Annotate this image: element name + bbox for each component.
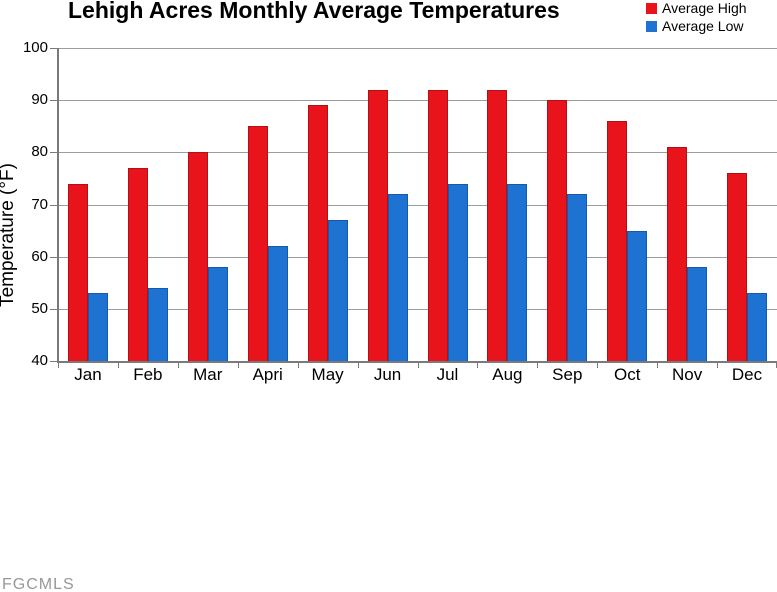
chart-legend: Average High Average Low xyxy=(646,0,747,36)
bar-low-nov xyxy=(687,267,708,361)
x-axis-tick-0 xyxy=(58,361,59,368)
bar-low-aug xyxy=(507,183,528,361)
bar-low-jul xyxy=(447,183,468,361)
x-axis-tick-7 xyxy=(477,361,479,368)
y-axis-tick-60 xyxy=(50,256,58,258)
y-tick-label-40: 40 xyxy=(31,352,48,369)
x-axis-tick-8 xyxy=(537,361,539,368)
bar-high-mar xyxy=(187,152,208,361)
x-tick-label-jul: Jul xyxy=(436,365,459,384)
bar-high-sep xyxy=(547,100,568,361)
y-tick-label-50: 50 xyxy=(31,299,48,317)
x-axis-tick-9 xyxy=(597,361,599,368)
gridline-100 xyxy=(58,48,777,49)
y-axis-tick-50 xyxy=(50,308,58,310)
bar-high-jun xyxy=(367,89,388,361)
gridline-60 xyxy=(58,256,777,258)
x-tick-label-oct: Oct xyxy=(613,365,641,384)
x-axis-tick-4 xyxy=(297,361,299,368)
bar-low-dec xyxy=(747,293,768,361)
y-tick-label-80: 80 xyxy=(31,143,48,161)
chart-title: Lehigh Acres Monthly Average Temperature… xyxy=(68,0,560,23)
gridline-70 xyxy=(58,204,777,206)
legend-item-average-low: Average Low xyxy=(646,18,747,35)
y-axis-tick-100 xyxy=(50,48,58,49)
bar-low-apri xyxy=(267,246,288,361)
bar-high-apri xyxy=(247,126,268,361)
y-axis-tick-70 xyxy=(50,204,58,206)
x-tick-label-dec: Dec xyxy=(731,365,763,384)
legend-label-average-low: Average Low xyxy=(662,18,744,34)
x-tick-label-aug: Aug xyxy=(492,365,523,384)
bar-high-feb xyxy=(127,167,148,361)
bar-low-mar xyxy=(207,267,228,361)
average-high-swatch-icon xyxy=(646,3,657,14)
x-axis-tick-3 xyxy=(237,361,239,368)
bar-high-nov xyxy=(667,147,688,361)
y-axis-tick-80 xyxy=(50,152,58,154)
gridline-90 xyxy=(58,100,777,102)
bar-high-may xyxy=(307,105,328,361)
y-tick-label-70: 70 xyxy=(31,195,48,213)
x-tick-label-may: May xyxy=(311,365,344,384)
x-tick-label-jun: Jun xyxy=(373,365,402,384)
bar-high-aug xyxy=(487,89,508,361)
gridline-80 xyxy=(58,152,777,154)
bar-high-dec xyxy=(727,173,748,361)
y-axis-tick-90 xyxy=(50,100,58,102)
y-tick-label-60: 60 xyxy=(31,247,48,265)
y-axis-line xyxy=(57,48,59,361)
y-axis-tick-40 xyxy=(50,361,58,362)
bar-low-oct xyxy=(627,230,648,361)
watermark: FGCMLS xyxy=(2,576,75,592)
legend-label-average-high: Average High xyxy=(662,0,747,16)
bar-low-jun xyxy=(387,194,408,361)
x-tick-label-nov: Nov xyxy=(671,365,703,384)
x-axis-tick-11 xyxy=(717,361,719,368)
x-axis-tick-6 xyxy=(417,361,419,368)
bar-low-sep xyxy=(567,194,588,361)
y-tick-label-90: 90 xyxy=(31,91,48,109)
x-tick-label-jan: Jan xyxy=(74,365,102,384)
x-tick-label-feb: Feb xyxy=(133,365,163,384)
y-axis-title: Temperature (°F) xyxy=(0,163,18,307)
x-axis-tick-5 xyxy=(357,361,359,368)
x-tick-label-apri: Apri xyxy=(252,365,283,384)
x-axis-tick-2 xyxy=(177,361,179,368)
x-axis-tick-10 xyxy=(657,361,659,368)
y-tick-label-100: 100 xyxy=(22,39,48,56)
x-axis-line xyxy=(57,361,777,363)
bar-high-jan xyxy=(68,183,88,361)
bar-low-feb xyxy=(147,287,168,361)
bar-low-may xyxy=(327,220,348,361)
bar-high-jul xyxy=(427,89,448,361)
legend-item-average-high: Average High xyxy=(646,0,747,17)
x-tick-label-sep: Sep xyxy=(552,365,583,384)
gridline-50 xyxy=(58,308,777,310)
bar-low-jan xyxy=(88,293,108,361)
x-axis-tick-1 xyxy=(117,361,119,368)
x-tick-label-mar: Mar xyxy=(193,365,223,384)
average-low-swatch-icon xyxy=(646,21,657,32)
bar-high-oct xyxy=(607,121,628,361)
